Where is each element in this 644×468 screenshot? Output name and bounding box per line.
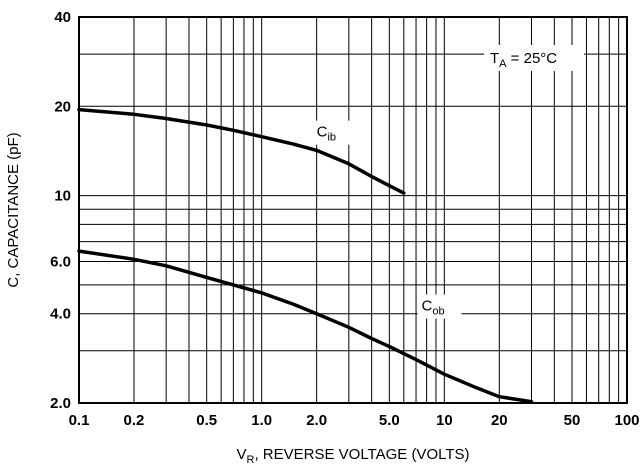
y-tick-labels: 2.0 4.0 6.0 10 20 40 — [50, 9, 71, 412]
x-tick-label: 0.2 — [124, 412, 145, 429]
series-label-Cob: Cob — [422, 298, 445, 318]
x-tick-label: 20 — [491, 412, 508, 429]
x-tick-label: 1.0 — [251, 412, 272, 429]
series-label-background — [312, 120, 357, 145]
x-tick-labels: 0.1 0.2 0.5 1.0 2.0 5.0 10 20 50 100 — [69, 412, 640, 429]
x-tick-label: 50 — [564, 412, 581, 429]
x-tick-label: 0.1 — [69, 412, 90, 429]
series-label-background — [417, 294, 462, 319]
x-tick-label: 2.0 — [306, 412, 327, 429]
x-tick-label: 0.5 — [196, 412, 217, 429]
y-tick-label: 40 — [54, 9, 71, 26]
annotations: Cib Cob TA = 25°C — [312, 45, 584, 319]
temperature-condition-label: TA = 25°C — [490, 50, 557, 70]
x-tick-label: 5.0 — [379, 412, 400, 429]
series-line-Cob — [77, 249, 534, 404]
y-tick-label: 4.0 — [50, 306, 71, 323]
x-axis-label: VR, REVERSE VOLTAGE (VOLTS) — [236, 446, 469, 466]
plot-frame — [78, 16, 628, 404]
curves — [77, 107, 534, 404]
x-tick-label: 100 — [614, 412, 639, 429]
condition-label-background — [484, 45, 584, 71]
y-tick-label: 2.0 — [50, 395, 71, 412]
series-label-Cib: Cib — [317, 124, 336, 144]
y-tick-label: 10 — [54, 188, 71, 205]
y-axis-label: C, CAPACITANCE (pF) — [5, 132, 22, 287]
y-tick-label: 20 — [54, 98, 71, 115]
series-line-Cib — [77, 107, 406, 195]
y-tick-label: 6.0 — [50, 253, 71, 270]
x-tick-label: 10 — [436, 412, 453, 429]
grid-lines — [79, 17, 627, 403]
